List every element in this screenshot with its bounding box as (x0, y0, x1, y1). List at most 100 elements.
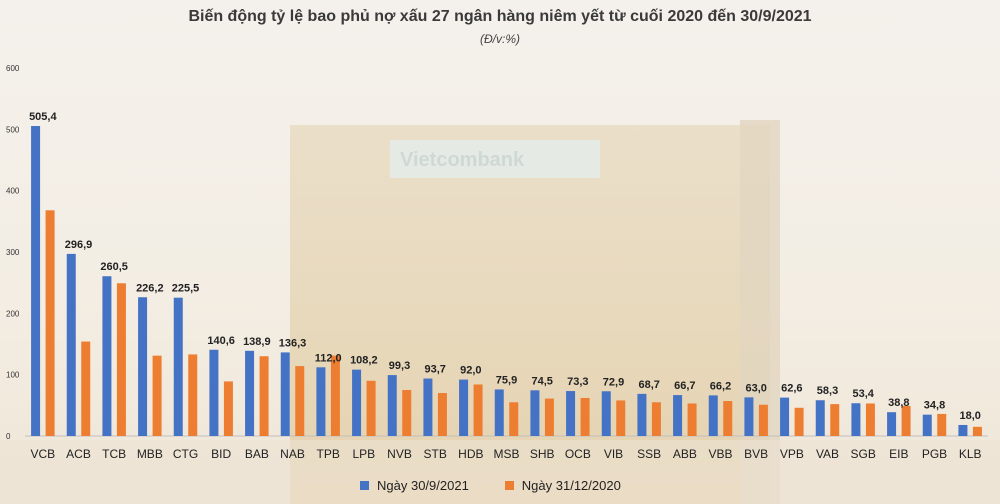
data-label-vbb: 66,2 (710, 380, 731, 392)
data-label-eib: 38,8 (888, 397, 909, 409)
bar-series-1-msb (494, 389, 504, 436)
data-label-shb: 74,5 (531, 375, 552, 387)
bar-series-2-ocb (580, 397, 590, 436)
x-tick-label-hdb: HDB (458, 447, 483, 461)
data-label-bid: 140,6 (207, 335, 235, 347)
data-label-acb: 296,9 (65, 239, 93, 251)
building-sign-logo: Vietcombank (400, 149, 525, 171)
data-label-nvb: 99,3 (389, 360, 410, 372)
bar-series-1-mbb (138, 297, 148, 436)
bar-series-1-tpb (316, 367, 326, 436)
x-tick-label-eib: EIB (889, 447, 908, 461)
data-label-tpb: 112,0 (315, 352, 342, 364)
data-label-lpb: 108,2 (350, 355, 378, 367)
data-label-msb: 75,9 (496, 374, 517, 386)
x-tick-label-stb: STB (423, 447, 446, 461)
y-tick-label: 0 (6, 432, 11, 441)
chart-title: Biến động tỷ lệ bao phủ nợ xấu 27 ngân h… (188, 8, 812, 25)
data-label-klb: 18,0 (959, 410, 980, 422)
bar-series-1-bab (245, 350, 255, 436)
data-label-bvb: 63,0 (745, 382, 766, 394)
bar-series-2-vab (830, 404, 840, 436)
bar-series-2-mbb (152, 355, 162, 436)
bar-series-1-nvb (387, 375, 397, 436)
bar-series-1-ctg (173, 297, 183, 436)
bar-series-2-vib (616, 400, 626, 436)
bar-series-2-pgb (937, 413, 947, 436)
bar-series-1-eib (887, 412, 897, 436)
bar-series-1-hdb (459, 379, 469, 436)
bar-series-2-vpb (794, 407, 804, 436)
data-label-hdb: 92,0 (460, 365, 481, 377)
bar-series-2-nab (295, 366, 305, 436)
y-tick-label: 500 (6, 125, 20, 134)
x-tick-label-klb: KLB (959, 447, 982, 461)
bar-series-1-acb (66, 253, 76, 436)
bar-series-2-ssb (651, 402, 661, 436)
x-tick-label-ocb: OCB (565, 447, 591, 461)
legend-item-series-2: Ngày 31/12/2020 (504, 478, 621, 493)
chart-subtitle: (Đ/v:%) (480, 32, 520, 46)
bar-series-1-bvb (744, 397, 754, 436)
legend: Ngày 30/9/2021 Ngày 31/12/2020 (360, 478, 621, 493)
bar-series-2-vbb (723, 401, 733, 436)
x-tick-label-ssb: SSB (637, 447, 661, 461)
bar-series-1-abb (673, 395, 683, 436)
bar-series-2-stb (437, 393, 447, 436)
bar-series-2-nvb (402, 390, 412, 436)
data-label-vab: 58,3 (817, 385, 838, 397)
x-tick-label-vab: VAB (816, 447, 839, 461)
x-tick-label-acb: ACB (66, 447, 91, 461)
x-tick-label-tcb: TCB (102, 447, 126, 461)
bar-series-2-tpb (330, 355, 340, 436)
x-tick-label-ctg: CTG (173, 447, 198, 461)
legend-label-series-2: Ngày 31/12/2020 (521, 478, 621, 493)
bar-series-1-stb (423, 378, 433, 436)
data-label-sgb: 53,4 (852, 388, 874, 400)
x-tick-label-vib: VIB (604, 447, 623, 461)
bar-series-2-bid (223, 381, 233, 436)
data-label-vcb: 505,4 (29, 111, 57, 123)
bar-series-1-vcb (31, 126, 41, 436)
data-label-ssb: 68,7 (638, 379, 659, 391)
legend-swatch-series-2 (504, 481, 514, 490)
y-tick-label: 600 (6, 64, 20, 73)
x-tick-label-vbb: VBB (708, 447, 732, 461)
data-label-mbb: 226,2 (136, 282, 164, 294)
x-tick-label-abb: ABB (673, 447, 697, 461)
x-tick-label-mbb: MBB (137, 447, 163, 461)
bar-series-1-sgb (851, 403, 861, 436)
x-tick-label-nvb: NVB (387, 447, 412, 461)
x-tick-label-lpb: LPB (352, 447, 375, 461)
bar-series-1-vpb (780, 397, 790, 436)
bar-series-1-klb (958, 424, 968, 436)
bar-series-1-nab (280, 352, 290, 436)
bar-series-2-shb (544, 398, 554, 436)
bar-series-2-acb (81, 341, 91, 436)
legend-label-series-1: Ngày 30/9/2021 (377, 478, 469, 493)
x-tick-label-bid: BID (211, 447, 231, 461)
y-tick-label: 300 (6, 248, 20, 257)
bar-series-1-ocb (566, 391, 576, 436)
legend-swatch-series-1 (360, 481, 369, 490)
data-label-vib: 72,9 (603, 376, 624, 388)
data-label-tcb: 260,5 (100, 261, 128, 273)
x-tick-label-pgb: PGB (922, 447, 947, 461)
x-tick-label-sgb: SGB (850, 447, 875, 461)
bar-series-2-vcb (45, 210, 55, 436)
bar-series-1-ssb (637, 393, 647, 436)
y-tick-label: 200 (6, 309, 20, 318)
x-tick-label-nab: NAB (280, 447, 305, 461)
bar-series-1-vib (601, 391, 611, 436)
x-tick-label-bab: BAB (245, 447, 269, 461)
data-label-pgb: 34,8 (924, 400, 945, 412)
bar-series-2-lpb (366, 380, 376, 436)
y-tick-label: 100 (6, 371, 20, 380)
x-tick-label-vcb: VCB (30, 447, 55, 461)
bar-series-2-bab (259, 356, 269, 436)
x-tick-label-shb: SHB (530, 447, 555, 461)
bar-series-1-tcb (102, 276, 112, 436)
data-label-nab: 136,3 (279, 337, 307, 349)
